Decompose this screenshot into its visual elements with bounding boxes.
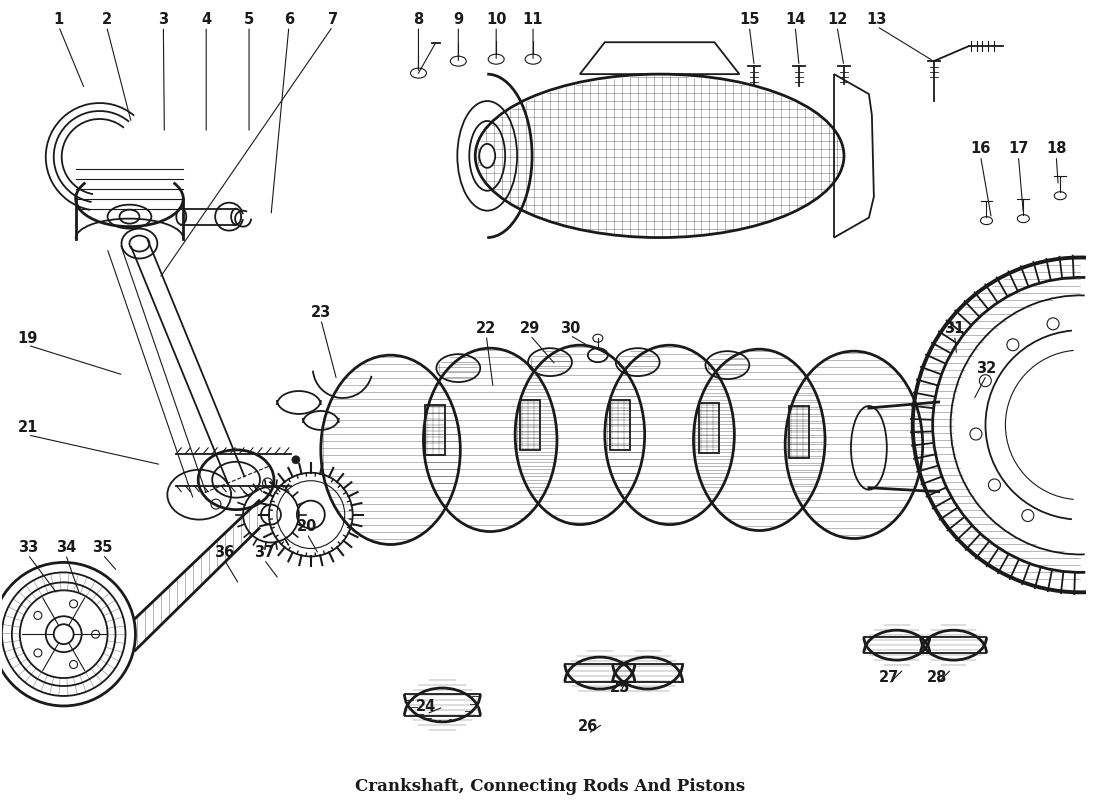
Ellipse shape — [54, 624, 74, 644]
Text: 9: 9 — [453, 12, 463, 27]
Text: 36: 36 — [214, 545, 234, 560]
Text: 26: 26 — [578, 719, 598, 734]
Text: 4: 4 — [201, 12, 211, 27]
Text: 30: 30 — [560, 321, 580, 336]
Ellipse shape — [480, 144, 495, 168]
Text: 35: 35 — [92, 540, 112, 555]
Text: 20: 20 — [297, 519, 317, 534]
Text: 28: 28 — [926, 670, 947, 685]
Text: 37: 37 — [254, 545, 274, 560]
Text: 23: 23 — [310, 305, 331, 320]
Text: 22: 22 — [476, 321, 496, 336]
Text: 6: 6 — [284, 12, 294, 27]
Text: 1: 1 — [54, 12, 64, 27]
Text: 8: 8 — [414, 12, 424, 27]
Text: 17: 17 — [1009, 142, 1028, 156]
Bar — [426, 405, 446, 455]
Text: 32: 32 — [977, 361, 997, 376]
Text: 31: 31 — [945, 321, 965, 336]
Bar — [700, 403, 719, 453]
Text: 16: 16 — [970, 142, 991, 156]
Text: 29: 29 — [520, 321, 540, 336]
Text: 12: 12 — [827, 12, 847, 27]
Text: 10: 10 — [486, 12, 506, 27]
Text: 13: 13 — [867, 12, 887, 27]
Bar — [789, 406, 810, 458]
Text: 18: 18 — [1046, 142, 1067, 156]
Text: 15: 15 — [739, 12, 760, 27]
Text: 3: 3 — [158, 12, 168, 27]
Text: 25: 25 — [609, 679, 630, 694]
Bar — [609, 400, 629, 450]
Text: 2: 2 — [101, 12, 111, 27]
Text: 24: 24 — [416, 699, 437, 714]
Text: 11: 11 — [522, 12, 543, 27]
Text: 14: 14 — [785, 12, 805, 27]
Ellipse shape — [292, 456, 300, 464]
Text: 19: 19 — [18, 330, 38, 346]
Text: 5: 5 — [244, 12, 254, 27]
Text: 34: 34 — [56, 540, 76, 555]
Text: Crankshaft, Connecting Rods And Pistons: Crankshaft, Connecting Rods And Pistons — [355, 778, 745, 795]
Text: 21: 21 — [18, 421, 38, 435]
Text: 7: 7 — [328, 12, 338, 27]
Text: 27: 27 — [879, 670, 899, 685]
Bar — [520, 400, 540, 450]
Text: 33: 33 — [18, 540, 37, 555]
